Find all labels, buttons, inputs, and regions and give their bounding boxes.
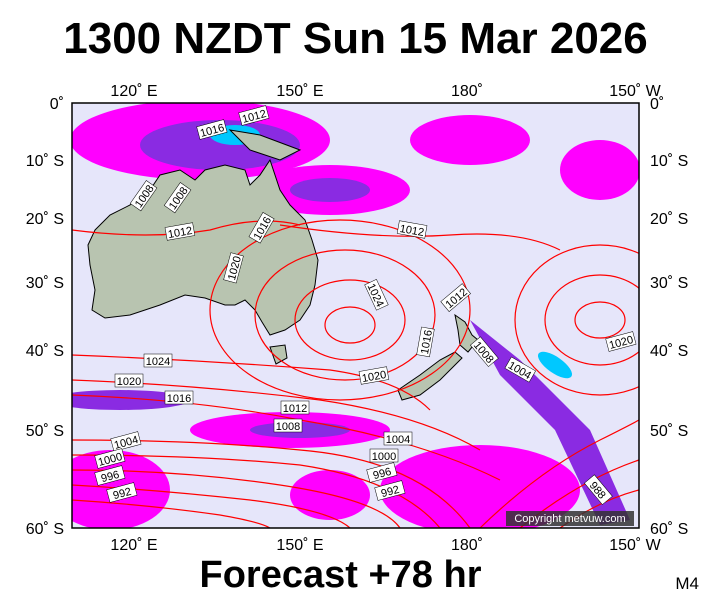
svg-text:150˚ W: 150˚ W [609, 83, 661, 100]
svg-text:180˚: 180˚ [451, 537, 483, 554]
lat-labels-right: 0˚ 10˚ S 20˚ S 30˚ S 40˚ S 50˚ S 60˚ S [650, 96, 688, 538]
isobar-label: 1012 [283, 403, 307, 415]
isobar-label: 992 [380, 484, 401, 500]
isobar-label: 1016 [419, 329, 435, 355]
svg-text:30˚ S: 30˚ S [26, 275, 64, 292]
isobar-label: 1020 [117, 376, 141, 388]
copyright-box [506, 511, 634, 526]
tasmania [269, 344, 288, 365]
svg-text:40˚ S: 40˚ S [26, 343, 64, 360]
map-frame [71, 102, 640, 529]
svg-text:60˚ S: 60˚ S [650, 521, 688, 538]
svg-text:10˚ S: 10˚ S [26, 153, 64, 170]
isobar-label: 996 [372, 466, 393, 482]
isobar-label: 992 [112, 486, 133, 502]
svg-text:180˚: 180˚ [451, 83, 483, 100]
lon-labels-top: 120˚ E 150˚ E 180˚ 150˚ W [110, 83, 661, 100]
svg-text:40˚ S: 40˚ S [650, 343, 688, 360]
svg-text:150˚ W: 150˚ W [609, 537, 661, 554]
svg-text:120˚ E: 120˚ E [110, 537, 157, 554]
isobar-label: 1024 [146, 356, 170, 368]
chart-title: 1300 NZDT Sun 15 Mar 2026 [63, 14, 648, 63]
isobar-label: 1000 [372, 451, 396, 463]
svg-text:120˚ E: 120˚ E [110, 83, 157, 100]
svg-text:50˚ S: 50˚ S [26, 423, 64, 440]
isobar-label: 1012 [399, 223, 425, 239]
new-guinea [228, 129, 302, 161]
svg-text:0˚: 0˚ [650, 96, 664, 113]
isobar-label: 1020 [361, 369, 387, 385]
chart-code: M4 [675, 574, 699, 593]
isobar-label: 1016 [167, 393, 191, 405]
svg-text:60˚ S: 60˚ S [26, 521, 64, 538]
svg-text:10˚ S: 10˚ S [650, 153, 688, 170]
copyright: Copyright metvuw.com [514, 513, 625, 525]
svg-text:0˚: 0˚ [50, 96, 64, 113]
isobar-label: 1008 [276, 421, 300, 433]
isobar-label: 996 [100, 469, 121, 485]
svg-text:20˚ S: 20˚ S [650, 211, 688, 228]
svg-text:150˚ E: 150˚ E [276, 83, 323, 100]
lat-labels-left: 0˚ 10˚ S 20˚ S 30˚ S 40˚ S 50˚ S 60˚ S [26, 96, 64, 538]
forecast-hour: Forecast +78 hr [199, 554, 482, 596]
svg-text:150˚ E: 150˚ E [276, 537, 323, 554]
new-zealand-south-island [397, 351, 463, 401]
svg-text:30˚ S: 30˚ S [650, 275, 688, 292]
isobar-label: 1004 [386, 434, 410, 446]
svg-text:20˚ S: 20˚ S [26, 211, 64, 228]
svg-text:50˚ S: 50˚ S [650, 423, 688, 440]
isobar-label: 1012 [167, 225, 193, 241]
lon-labels-bottom: 120˚ E 150˚ E 180˚ 150˚ W [110, 537, 661, 554]
